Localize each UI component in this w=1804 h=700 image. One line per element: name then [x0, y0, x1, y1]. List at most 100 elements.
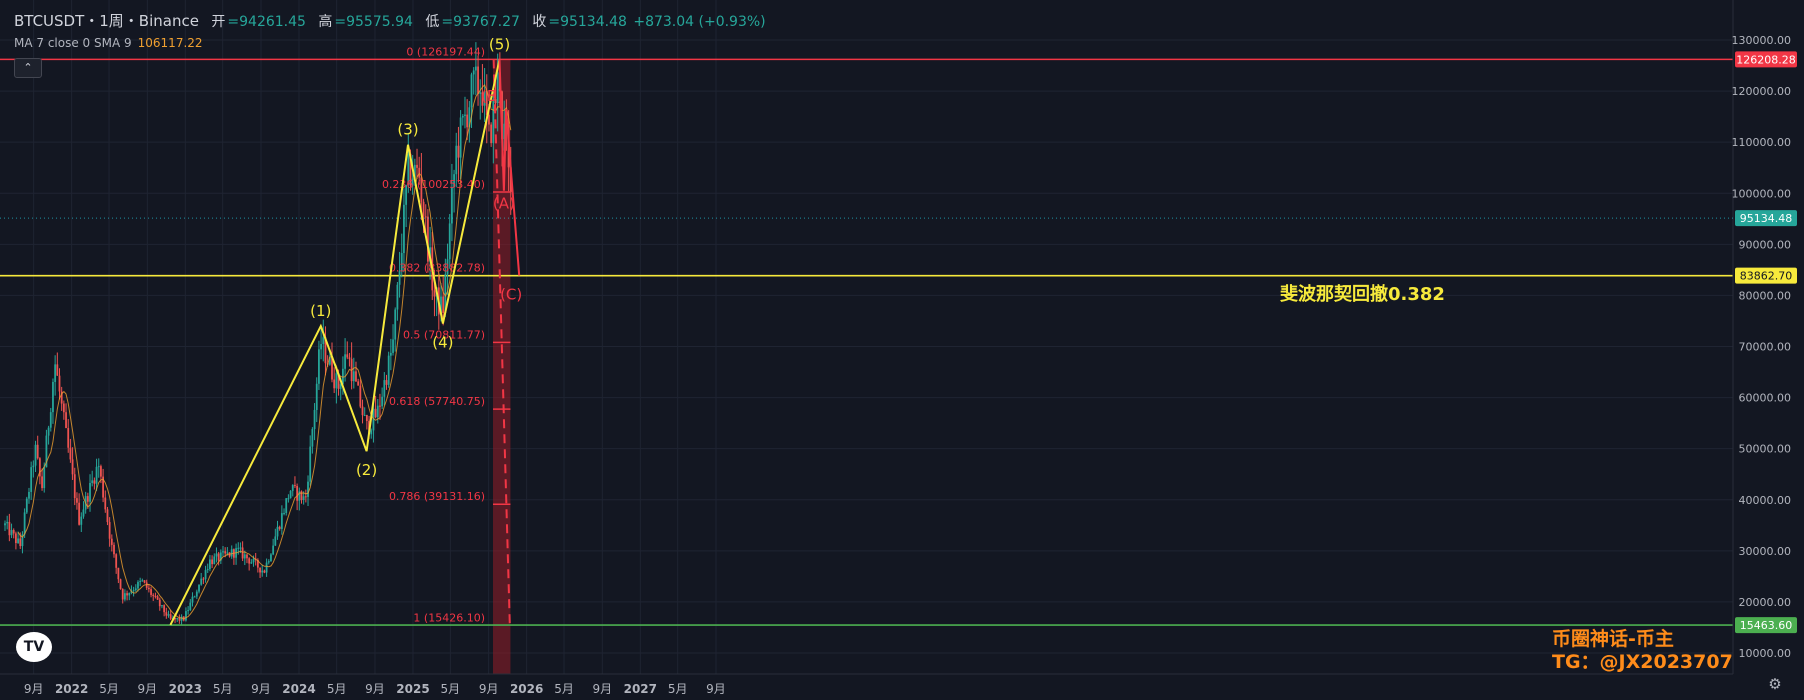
candle	[163, 604, 166, 617]
time-tick-label: 5月	[327, 682, 347, 696]
candle	[416, 148, 418, 180]
candle-body	[165, 612, 168, 616]
candle-body	[311, 429, 314, 447]
candle	[348, 352, 351, 367]
candle-body	[147, 587, 150, 590]
candle-body	[503, 123, 506, 140]
candle-body	[15, 533, 17, 544]
candle	[248, 557, 251, 571]
tradingview-logo[interactable]: TV	[16, 632, 52, 662]
symbol-label[interactable]: BTCUSDT・1周・Binance	[14, 12, 199, 30]
candle-body	[398, 271, 401, 285]
candle-body	[108, 522, 111, 539]
candle-body	[6, 521, 9, 524]
ma-indicator-legend[interactable]: MA 7 close 0 SMA 9 106117.22	[14, 36, 203, 50]
candle-body	[167, 614, 170, 616]
candle	[150, 586, 152, 598]
candle-body	[444, 274, 447, 313]
candle	[324, 326, 327, 376]
price-badge-label: 83862.70	[1740, 270, 1793, 283]
candle	[56, 352, 59, 376]
candle-body	[154, 595, 157, 597]
candle-body	[237, 547, 240, 549]
candle-body	[139, 580, 142, 582]
candle-body	[104, 497, 107, 510]
candle	[365, 414, 368, 430]
candle-body	[137, 581, 139, 589]
candle	[261, 564, 264, 577]
candle	[424, 204, 427, 235]
price-tick-label: 70000.00	[1739, 341, 1792, 354]
candle-body	[492, 99, 495, 144]
candle-body	[187, 610, 190, 612]
wave-label: (4)	[432, 334, 453, 352]
candle-body	[19, 538, 22, 547]
candle-body	[47, 427, 50, 436]
candle-body	[115, 554, 118, 568]
candle	[241, 541, 244, 562]
candle	[211, 555, 213, 568]
candle	[400, 233, 403, 278]
candle	[15, 531, 17, 550]
candle	[274, 528, 277, 546]
candle-body	[178, 618, 181, 621]
candle-body	[370, 430, 373, 435]
candle	[217, 551, 220, 566]
candle-body	[274, 536, 277, 546]
wave-label: (1)	[310, 302, 331, 320]
candle	[357, 378, 360, 386]
candle	[139, 577, 142, 587]
candle	[141, 578, 144, 582]
candle-body	[76, 498, 78, 503]
candle-body	[224, 551, 227, 554]
candle-body	[250, 562, 253, 564]
gear-icon[interactable]: ⚙	[1768, 676, 1782, 693]
candle-body	[198, 584, 200, 592]
candle	[307, 475, 309, 507]
candle	[25, 496, 28, 514]
candle	[466, 99, 469, 140]
collapse-legend-button[interactable]: ⌃	[14, 58, 42, 78]
low-label: 低	[425, 14, 440, 30]
candle	[95, 458, 98, 492]
candle-body	[287, 498, 290, 500]
candle-body	[459, 117, 462, 158]
candle	[296, 483, 299, 511]
watermark-line-2: TG：@JX2023707	[1552, 651, 1733, 673]
candle-body	[328, 356, 331, 365]
candle-body	[100, 466, 102, 477]
candle-body	[357, 381, 360, 386]
candle	[363, 407, 366, 417]
candle-body	[394, 309, 397, 340]
candle-body	[202, 578, 205, 580]
candle	[407, 132, 410, 193]
candle-body	[376, 405, 379, 418]
candle	[392, 324, 394, 356]
correction-label: (B)	[481, 87, 503, 105]
candle	[448, 214, 451, 269]
candle	[110, 534, 113, 552]
candle	[383, 372, 386, 406]
candle-body	[296, 486, 299, 501]
candle-body	[359, 385, 362, 407]
candle-body	[126, 593, 128, 596]
candle	[158, 597, 161, 611]
candle-body	[298, 491, 301, 501]
candle-body	[58, 375, 61, 392]
candle-body	[213, 556, 216, 565]
candle-body	[427, 216, 429, 262]
candle-body	[267, 561, 270, 563]
high-label: 高	[318, 14, 333, 30]
candle	[167, 610, 170, 618]
time-tick-label: 9月	[251, 682, 271, 696]
candle-body	[141, 580, 144, 582]
candle	[483, 68, 486, 123]
candle-body	[494, 99, 497, 103]
candle	[124, 589, 126, 602]
candle-body	[71, 459, 74, 475]
candle	[265, 558, 268, 577]
candle	[461, 114, 464, 126]
candle-body	[200, 578, 203, 585]
candle	[189, 599, 192, 612]
